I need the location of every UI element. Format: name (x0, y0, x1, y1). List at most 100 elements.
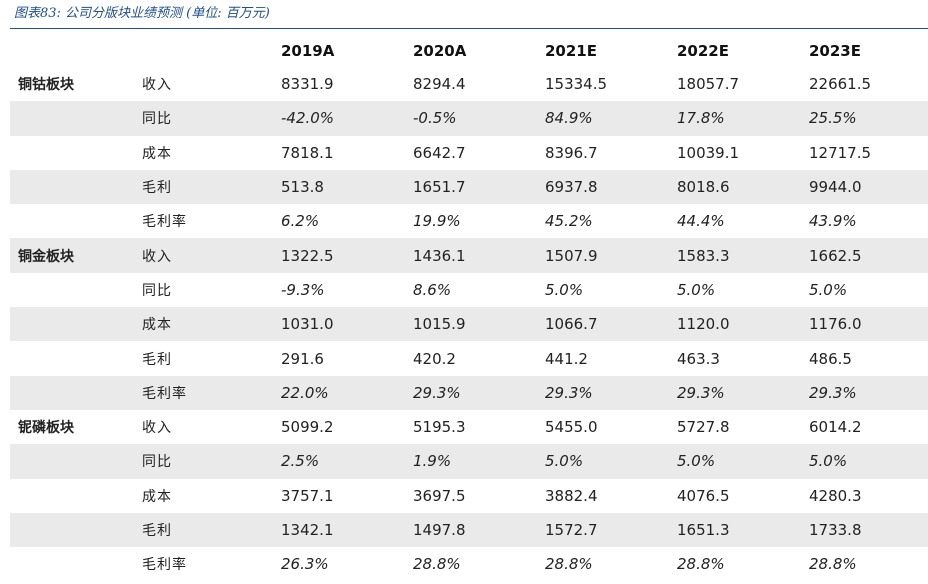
table-row: 成本 3757.1 3697.5 3882.4 4076.5 4280.3 (10, 479, 928, 513)
value-cell: 29.3% (677, 375, 809, 410)
metric-label: 成本 (142, 145, 172, 162)
value-cell: 8396.7 (545, 143, 598, 162)
value-cell: 1583.3 (677, 238, 809, 273)
value-cell: 84.9% (545, 101, 677, 136)
value-cell: 1497.8 (413, 512, 545, 548)
value-cell: 43.9% (809, 212, 857, 231)
value-cell: 8.6% (413, 280, 452, 299)
value-cell: 441.2 (545, 349, 588, 368)
value-cell: 44.4% (677, 212, 725, 231)
value-cell: 3757.1 (281, 486, 334, 505)
value-cell: 1031.0 (281, 307, 413, 342)
table-header: 2019A 2020A 2021E 2022E 2023E (10, 35, 928, 67)
value-cell: 4280.3 (809, 486, 862, 505)
figure-caption: 图表83: 公司分版块业绩预测 (单位: 百万元) (14, 6, 270, 21)
value-cell: 6014.2 (809, 418, 862, 437)
value-cell: 8018.6 (677, 169, 809, 205)
value-cell: 5.0% (677, 280, 716, 299)
segment-label (10, 169, 140, 205)
metric-label: 同比 (140, 444, 281, 479)
segment-label: 铜钴板块 (18, 77, 74, 94)
header-year-2020a: 2020A (413, 42, 467, 60)
value-cell: 5.0% (677, 444, 809, 479)
segment-label: 铜金板块 (10, 238, 140, 273)
table-row: 铌磷板块 收入 5099.2 5195.3 5455.0 5727.8 6014.2 (10, 410, 928, 444)
metric-label: 收入 (142, 77, 172, 94)
value-cell: 3697.5 (413, 486, 466, 505)
value-cell: 5.0% (545, 280, 584, 299)
value-cell: 1015.9 (413, 307, 545, 342)
metric-label: 收入 (142, 420, 172, 437)
value-cell: 291.6 (281, 349, 324, 368)
value-cell: 463.3 (677, 349, 720, 368)
table-row: 同比 2.5% 1.9% 5.0% 5.0% 5.0% (10, 444, 928, 479)
value-cell: 1436.1 (413, 238, 545, 273)
value-cell: 1572.7 (545, 512, 677, 548)
value-cell: 29.3% (413, 375, 545, 410)
metric-label: 收入 (140, 238, 281, 273)
header-year-2022e: 2022E (677, 42, 729, 60)
value-cell: 1.9% (413, 444, 545, 479)
header-year-2019a: 2019A (281, 42, 335, 60)
value-cell: 486.5 (809, 349, 852, 368)
metric-label: 同比 (142, 282, 172, 299)
table-row: 铜金板块 收入 1322.5 1436.1 1507.9 1583.3 1662.5 (10, 238, 928, 273)
value-cell: 5195.3 (413, 418, 466, 437)
segment-label (10, 375, 140, 410)
metric-label: 毛利 (140, 169, 281, 205)
value-cell: 28.8% (809, 555, 857, 574)
value-cell: 28.8% (677, 555, 725, 574)
value-cell: 6937.8 (545, 169, 677, 205)
metric-label: 毛利率 (142, 214, 187, 231)
table-row: 同比 -9.3% 8.6% 5.0% 5.0% 5.0% (10, 273, 928, 307)
top-rule (10, 28, 928, 29)
value-cell: 45.2% (545, 212, 593, 231)
value-cell: 9944.0 (809, 169, 928, 205)
value-cell: 12717.5 (809, 143, 872, 162)
value-cell: 19.9% (413, 212, 461, 231)
metric-label: 毛利 (140, 512, 281, 548)
value-cell: 29.3% (809, 375, 928, 410)
value-cell: -9.3% (281, 280, 325, 299)
table-row: 毛利率 6.2% 19.9% 45.2% 44.4% 43.9% (10, 204, 928, 238)
value-cell: 1662.5 (809, 238, 928, 273)
table-row: 同比 -42.0% -0.5% 84.9% 17.8% 25.5% (10, 101, 928, 136)
segment-label (10, 547, 140, 581)
value-cell: 1733.8 (809, 512, 928, 548)
segment-label (10, 307, 140, 342)
value-cell: 420.2 (413, 349, 456, 368)
segment-label (10, 512, 140, 548)
value-cell: 8294.4 (413, 75, 466, 94)
value-cell: -0.5% (413, 101, 545, 136)
table-body: 铜钴板块 收入 8331.9 8294.4 15334.5 18057.7 22661.5 同… (10, 67, 928, 581)
table-row: 成本 7818.1 6642.7 8396.7 10039.1 12717.5 (10, 136, 928, 170)
value-cell: 1322.5 (281, 238, 413, 273)
value-cell: 29.3% (545, 375, 677, 410)
header-row: 2019A 2020A 2021E 2022E 2023E (10, 35, 928, 67)
segment-label (10, 204, 140, 238)
value-cell: 25.5% (809, 101, 928, 136)
segment-label (10, 101, 140, 136)
value-cell: 22661.5 (809, 75, 872, 94)
table-row: 毛利率 22.0% 29.3% 29.3% 29.3% 29.3% (10, 375, 928, 410)
value-cell: 6642.7 (413, 143, 466, 162)
value-cell: 1066.7 (545, 307, 677, 342)
value-cell: 4076.5 (677, 486, 730, 505)
value-cell: 5.0% (809, 280, 848, 299)
metric-label: 成本 (142, 488, 172, 505)
metric-label: 毛利率 (140, 375, 281, 410)
table-row: 成本 1031.0 1015.9 1066.7 1120.0 1176.0 (10, 307, 928, 342)
value-cell: 5727.8 (677, 418, 730, 437)
header-blank-segment (10, 35, 140, 67)
header-blank-metric (140, 35, 281, 67)
value-cell: 5.0% (545, 444, 677, 479)
value-cell: 18057.7 (677, 75, 740, 94)
segment-label (10, 341, 140, 375)
table-row: 毛利 513.8 1651.7 6937.8 8018.6 9944.0 (10, 169, 928, 205)
value-cell: 10039.1 (677, 143, 740, 162)
value-cell: 1651.3 (677, 512, 809, 548)
value-cell: 8331.9 (281, 75, 334, 94)
value-cell: 5455.0 (545, 418, 598, 437)
value-cell: 7818.1 (281, 143, 334, 162)
value-cell: 28.8% (413, 555, 461, 574)
